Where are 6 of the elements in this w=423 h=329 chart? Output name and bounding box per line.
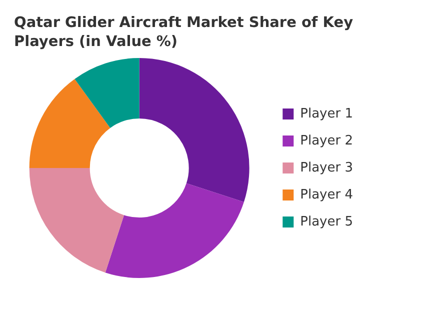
legend-label: Player 2 bbox=[300, 133, 353, 148]
legend-label: Player 1 bbox=[300, 106, 353, 122]
legend-label: Player 3 bbox=[300, 160, 353, 176]
legend-label: Player 4 bbox=[300, 187, 353, 202]
chart-title: Qatar Glider Aircraft Market Share of Key Players (in Value %) bbox=[14, 14, 354, 52]
legend-label: Player 5 bbox=[300, 214, 353, 230]
